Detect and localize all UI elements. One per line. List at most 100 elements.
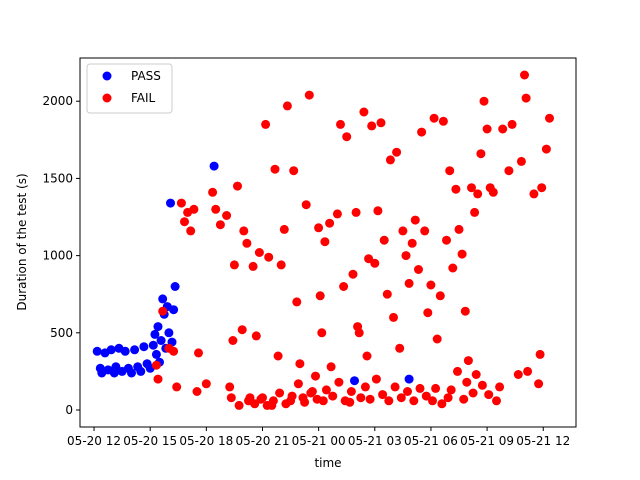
fail-point	[446, 385, 456, 395]
fail-point	[172, 382, 182, 392]
pass-point	[164, 328, 174, 338]
fail-point	[301, 200, 311, 210]
y-tick-label: 1000	[42, 249, 73, 263]
pass-point	[136, 366, 146, 376]
fail-point	[471, 370, 481, 379]
fail-point	[389, 312, 398, 322]
fail-point	[270, 164, 280, 174]
fail-point	[507, 119, 517, 129]
fail-point	[426, 280, 436, 290]
fail-point	[225, 382, 235, 392]
fail-point	[359, 107, 369, 117]
fail-point	[273, 351, 283, 361]
fail-point	[459, 394, 469, 404]
x-tick-label: 05-21 06	[404, 434, 458, 448]
pass-point	[148, 340, 158, 350]
fail-point	[437, 399, 447, 409]
fail-point	[457, 249, 467, 259]
fail-point	[414, 265, 423, 274]
fail-point	[435, 291, 445, 301]
fail-point	[534, 379, 544, 389]
fail-point	[244, 396, 253, 406]
fail-point	[264, 252, 274, 262]
fail-point	[222, 211, 232, 220]
fail-point	[370, 258, 380, 268]
fail-point	[395, 343, 405, 353]
fail-point	[467, 183, 476, 193]
fail-point	[390, 382, 400, 392]
pass-point	[350, 376, 359, 386]
x-tick-label: 05-20 21	[236, 434, 290, 448]
fail-point	[340, 396, 350, 406]
x-tick-label: 05-21 09	[460, 434, 514, 448]
fail-point	[248, 261, 258, 271]
fail-point	[254, 248, 264, 257]
fail-point	[470, 207, 480, 217]
x-axis-title: time	[314, 456, 341, 470]
fail-point	[189, 204, 199, 214]
pass-point	[111, 362, 121, 372]
fail-point	[420, 226, 430, 236]
y-tick-label: 1500	[42, 171, 73, 185]
fail-point	[287, 391, 297, 401]
y-tick-label: 500	[50, 326, 73, 340]
y-tick-label: 2000	[42, 94, 73, 108]
fail-point	[423, 308, 433, 318]
fail-point	[151, 360, 161, 370]
fail-point	[365, 394, 375, 404]
fail-point	[251, 331, 261, 341]
x-tick-label: 05-21 00	[292, 434, 346, 448]
fail-point	[348, 269, 358, 279]
fail-point	[153, 374, 163, 384]
fail-point	[376, 118, 386, 128]
legend-marker-fail	[102, 93, 112, 103]
plot-area-frame	[79, 57, 577, 428]
fail-point	[169, 346, 179, 356]
pass-point	[156, 336, 166, 345]
fail-point	[513, 370, 523, 379]
fail-point	[239, 226, 249, 236]
fail-point	[233, 181, 242, 191]
fail-point	[194, 348, 203, 358]
fail-point	[378, 390, 388, 400]
fail-point	[384, 396, 394, 406]
fail-point	[237, 325, 247, 335]
fail-point	[545, 113, 554, 123]
fail-point	[463, 356, 473, 366]
fail-point	[356, 393, 366, 403]
fail-point	[201, 379, 211, 389]
fail-point	[262, 400, 272, 410]
fail-point	[256, 394, 266, 404]
fail-point	[398, 226, 408, 236]
fail-point	[385, 155, 395, 165]
fail-point	[362, 351, 372, 361]
fail-point	[498, 124, 508, 134]
fail-point	[535, 349, 545, 359]
fail-point	[401, 251, 411, 261]
fail-point	[438, 116, 448, 126]
fail-point	[417, 127, 427, 137]
pass-point	[153, 322, 163, 332]
fail-point	[410, 215, 420, 225]
fail-point	[320, 237, 330, 247]
pass-point	[166, 198, 175, 208]
fail-point	[339, 282, 349, 291]
fail-point	[226, 393, 236, 403]
fail-point	[360, 382, 370, 392]
fail-point	[192, 387, 202, 396]
fail-point	[529, 189, 539, 199]
fail-point	[432, 334, 442, 344]
pass-point	[106, 345, 116, 355]
pass-point	[169, 305, 179, 315]
fail-point	[523, 366, 533, 376]
pass-point	[404, 374, 414, 384]
fail-point	[429, 113, 439, 123]
fail-point	[306, 388, 316, 398]
fail-point	[336, 119, 345, 129]
fail-point	[289, 166, 299, 176]
fail-point	[442, 235, 451, 245]
pass-point	[170, 282, 180, 291]
fail-point	[268, 396, 278, 406]
x-axis-ticks: 05-20 12 05-20 15 05-20 18 05-20 21 05-21 00…	[67, 427, 570, 448]
fail-point	[234, 400, 244, 410]
